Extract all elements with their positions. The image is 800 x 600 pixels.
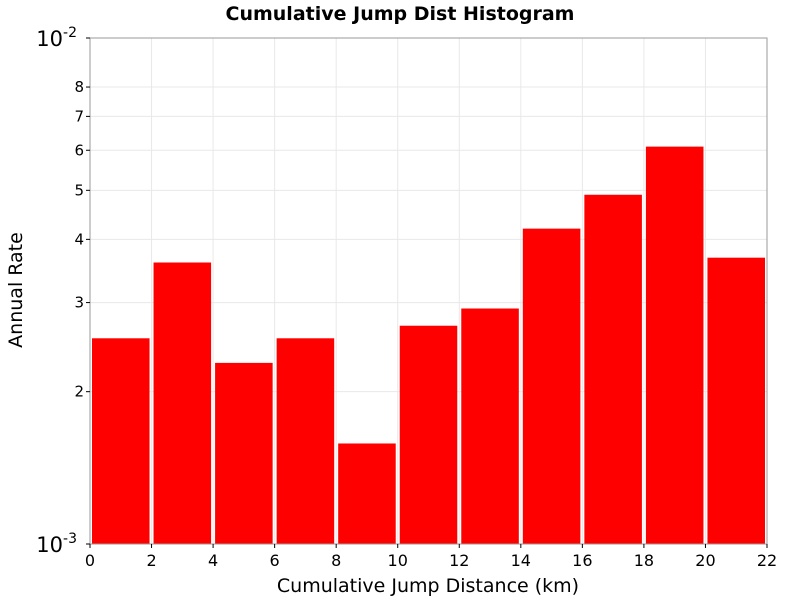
y-tick-label: 8 bbox=[74, 78, 84, 96]
x-tick-label: 20 bbox=[695, 551, 715, 570]
grid-lines bbox=[89, 38, 768, 544]
histogram-bar bbox=[153, 262, 212, 544]
histogram-bar bbox=[338, 443, 396, 544]
histogram-bar bbox=[399, 325, 458, 544]
y-tick-label: 3 bbox=[74, 294, 84, 312]
y-tick-label: 2 bbox=[74, 383, 84, 401]
histogram-bar bbox=[92, 338, 150, 544]
x-tick-label: 16 bbox=[572, 551, 592, 570]
decade-exponent: -3 bbox=[63, 531, 77, 547]
plot-frame bbox=[89, 37, 768, 545]
histogram-bar bbox=[645, 146, 704, 544]
x-tick-label: 4 bbox=[208, 551, 218, 570]
histogram-bar bbox=[522, 228, 581, 544]
histogram-bar bbox=[461, 308, 519, 544]
y-decade-tick-label: 10-3 bbox=[36, 531, 77, 557]
histogram-bar bbox=[276, 338, 335, 544]
x-tick-label: 10 bbox=[388, 551, 408, 570]
histogram-bar bbox=[584, 194, 642, 544]
y-tick-label: 4 bbox=[74, 230, 84, 248]
x-tick-label: 6 bbox=[270, 551, 280, 570]
decade-base: 10 bbox=[36, 27, 63, 51]
decade-base: 10 bbox=[36, 533, 63, 557]
x-tick-label: 12 bbox=[449, 551, 469, 570]
x-tick-label: 22 bbox=[757, 551, 777, 570]
chart-title: Cumulative Jump Dist Histogram bbox=[226, 3, 575, 25]
y-axis-label: Annual Rate bbox=[5, 232, 27, 348]
x-tick-label: 18 bbox=[634, 551, 654, 570]
decade-exponent: -2 bbox=[63, 25, 77, 41]
y-tick-label: 5 bbox=[74, 181, 84, 199]
x-tick-label: 0 bbox=[85, 551, 95, 570]
y-decade-tick-label: 10-2 bbox=[36, 25, 77, 51]
x-tick-label: 8 bbox=[331, 551, 341, 570]
histogram-bar bbox=[215, 362, 273, 544]
y-tick-label: 7 bbox=[74, 107, 84, 125]
x-axis-label: Cumulative Jump Distance (km) bbox=[277, 575, 579, 597]
histogram-bar bbox=[707, 257, 765, 544]
y-tick-label: 6 bbox=[74, 141, 84, 159]
bars bbox=[92, 146, 765, 544]
x-tick-label: 2 bbox=[146, 551, 156, 570]
x-tick-label: 14 bbox=[511, 551, 531, 570]
